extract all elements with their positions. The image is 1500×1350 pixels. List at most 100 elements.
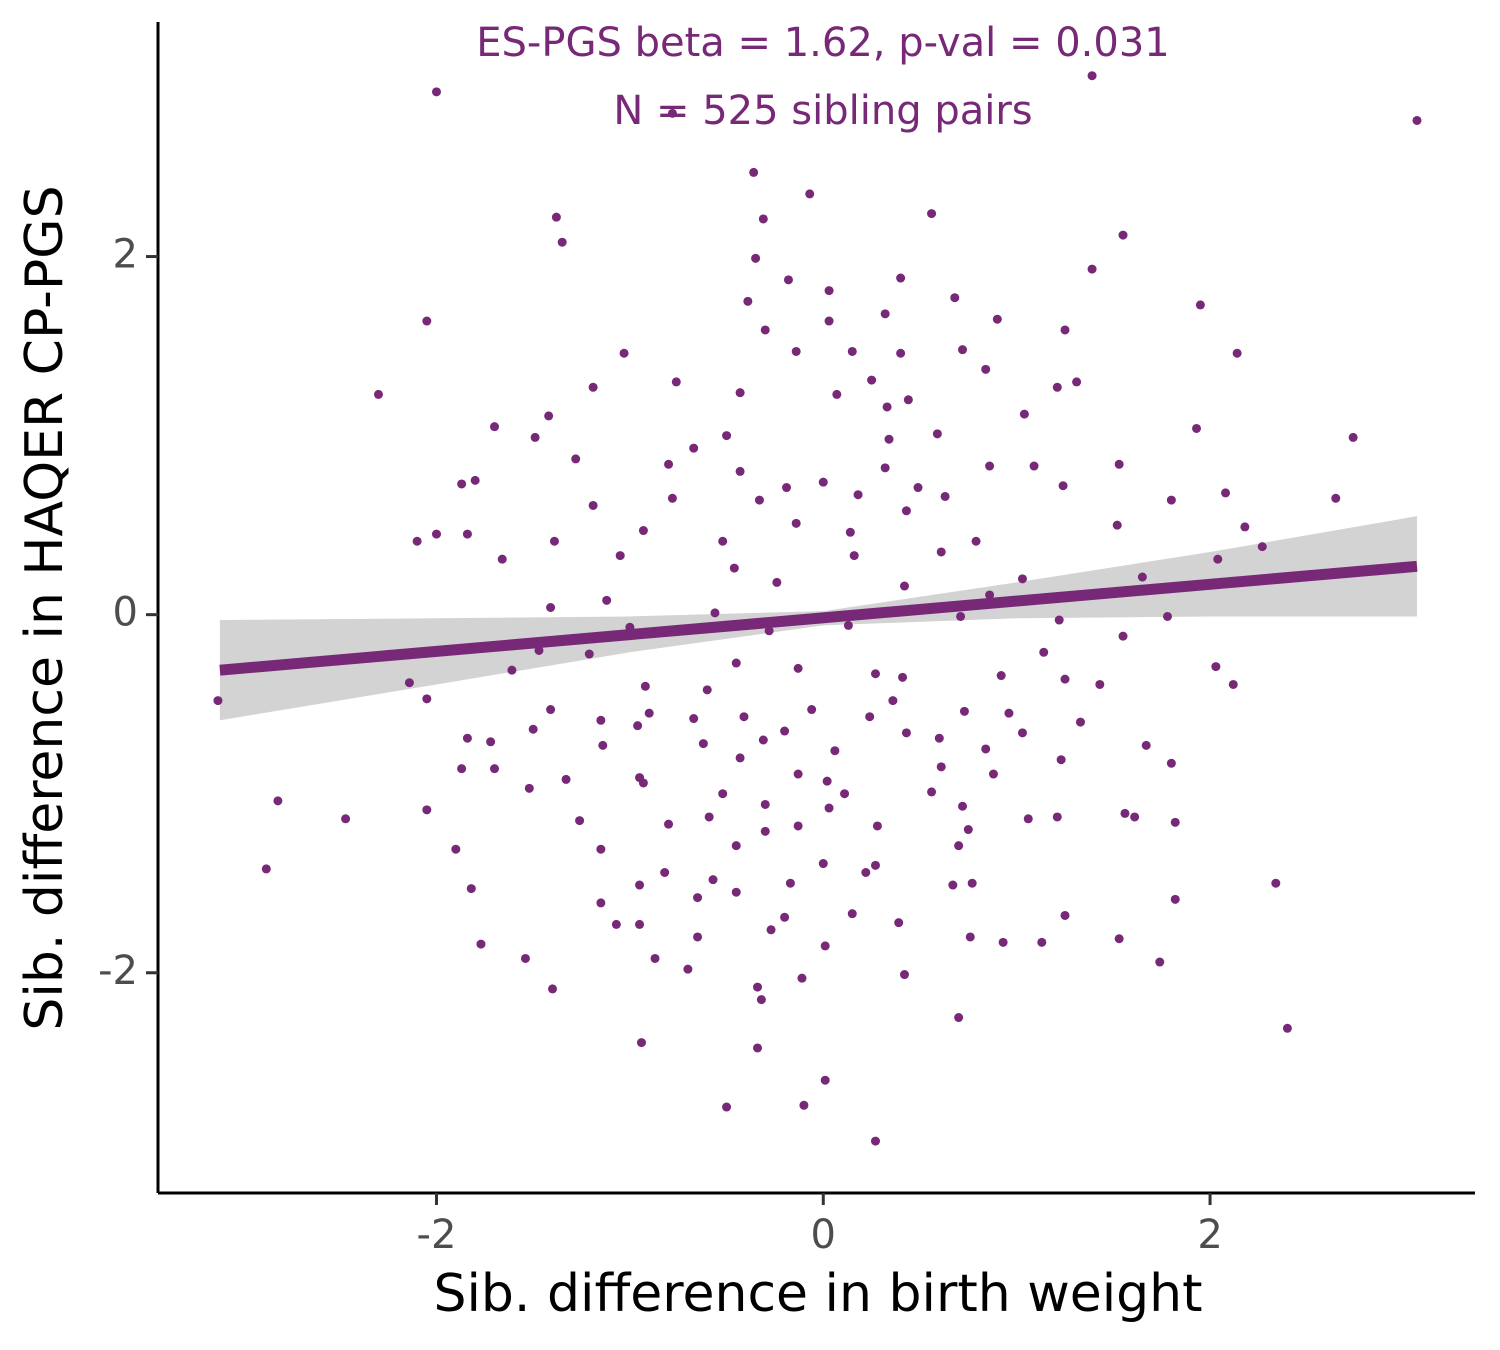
point bbox=[1114, 459, 1124, 469]
point bbox=[760, 826, 770, 836]
point bbox=[1211, 662, 1221, 672]
point bbox=[830, 746, 840, 756]
point bbox=[1213, 554, 1223, 564]
point bbox=[988, 769, 998, 779]
point bbox=[431, 87, 441, 97]
point bbox=[764, 626, 774, 636]
point bbox=[903, 395, 913, 405]
point bbox=[818, 859, 828, 869]
point bbox=[894, 918, 904, 928]
point bbox=[636, 1038, 646, 1048]
point bbox=[729, 563, 739, 573]
point bbox=[936, 547, 946, 557]
point bbox=[963, 825, 973, 835]
point bbox=[760, 799, 770, 809]
point bbox=[1166, 758, 1176, 768]
point bbox=[635, 919, 645, 929]
point bbox=[596, 898, 606, 908]
point bbox=[671, 377, 681, 387]
point bbox=[588, 500, 598, 510]
point bbox=[948, 880, 958, 890]
point bbox=[1058, 481, 1068, 491]
point bbox=[664, 459, 674, 469]
point bbox=[596, 844, 606, 854]
point bbox=[507, 665, 517, 675]
point bbox=[965, 932, 975, 942]
point bbox=[718, 536, 728, 546]
point bbox=[667, 493, 677, 503]
point bbox=[896, 348, 906, 358]
point bbox=[1192, 423, 1202, 433]
x-tick-label: 2 bbox=[1197, 1212, 1222, 1258]
point bbox=[462, 733, 472, 743]
point bbox=[524, 783, 534, 793]
point bbox=[548, 984, 558, 994]
point bbox=[1130, 812, 1140, 822]
point bbox=[549, 536, 559, 546]
point bbox=[1060, 910, 1070, 920]
point bbox=[698, 739, 708, 749]
point bbox=[954, 1013, 964, 1023]
point bbox=[640, 681, 650, 691]
point bbox=[992, 314, 1002, 324]
point bbox=[758, 214, 768, 224]
point bbox=[985, 461, 995, 471]
point bbox=[888, 696, 898, 706]
y-axis-title: Sib. difference in HAQER CP-PGS bbox=[15, 185, 75, 1030]
point bbox=[718, 789, 728, 799]
fit-line bbox=[219, 560, 1418, 676]
point bbox=[731, 887, 741, 897]
point bbox=[534, 645, 544, 655]
point bbox=[967, 878, 977, 888]
point bbox=[1348, 432, 1358, 442]
point bbox=[731, 658, 741, 668]
point bbox=[1166, 495, 1176, 505]
point bbox=[1017, 574, 1027, 584]
point bbox=[865, 712, 875, 722]
point bbox=[940, 491, 950, 501]
point bbox=[1228, 679, 1238, 689]
x-axis-title: Sib. difference in birth weight bbox=[433, 1264, 1202, 1324]
point bbox=[497, 554, 507, 564]
point bbox=[598, 740, 608, 750]
point bbox=[1004, 708, 1014, 718]
point bbox=[422, 316, 432, 326]
point bbox=[818, 477, 828, 487]
point bbox=[760, 325, 770, 335]
point bbox=[422, 694, 432, 704]
point bbox=[1120, 808, 1130, 818]
point bbox=[1232, 348, 1242, 358]
point bbox=[739, 712, 749, 722]
point bbox=[899, 581, 909, 591]
point bbox=[490, 422, 500, 432]
point bbox=[840, 789, 850, 799]
point bbox=[896, 273, 906, 283]
point bbox=[213, 696, 223, 706]
point bbox=[683, 964, 693, 974]
point bbox=[528, 724, 538, 734]
annotation: N = 525 sibling pairs bbox=[613, 88, 1032, 134]
point bbox=[1155, 957, 1165, 967]
point bbox=[880, 463, 890, 473]
point bbox=[546, 705, 556, 715]
point bbox=[557, 237, 567, 247]
point bbox=[412, 536, 422, 546]
point bbox=[451, 844, 461, 854]
point bbox=[783, 275, 793, 285]
point bbox=[1271, 878, 1281, 888]
point bbox=[913, 483, 923, 493]
point bbox=[373, 389, 383, 399]
point bbox=[638, 778, 648, 788]
point bbox=[1052, 382, 1062, 392]
point bbox=[1257, 542, 1267, 552]
point bbox=[735, 466, 745, 476]
annotation: ES-PGS beta = 1.62, p-val = 0.031 bbox=[476, 20, 1169, 66]
point bbox=[1195, 300, 1205, 310]
point bbox=[807, 705, 817, 715]
point bbox=[551, 212, 561, 222]
point bbox=[1054, 615, 1064, 625]
point bbox=[1087, 71, 1097, 81]
point bbox=[1072, 377, 1082, 387]
point bbox=[954, 841, 964, 851]
point bbox=[546, 603, 556, 612]
